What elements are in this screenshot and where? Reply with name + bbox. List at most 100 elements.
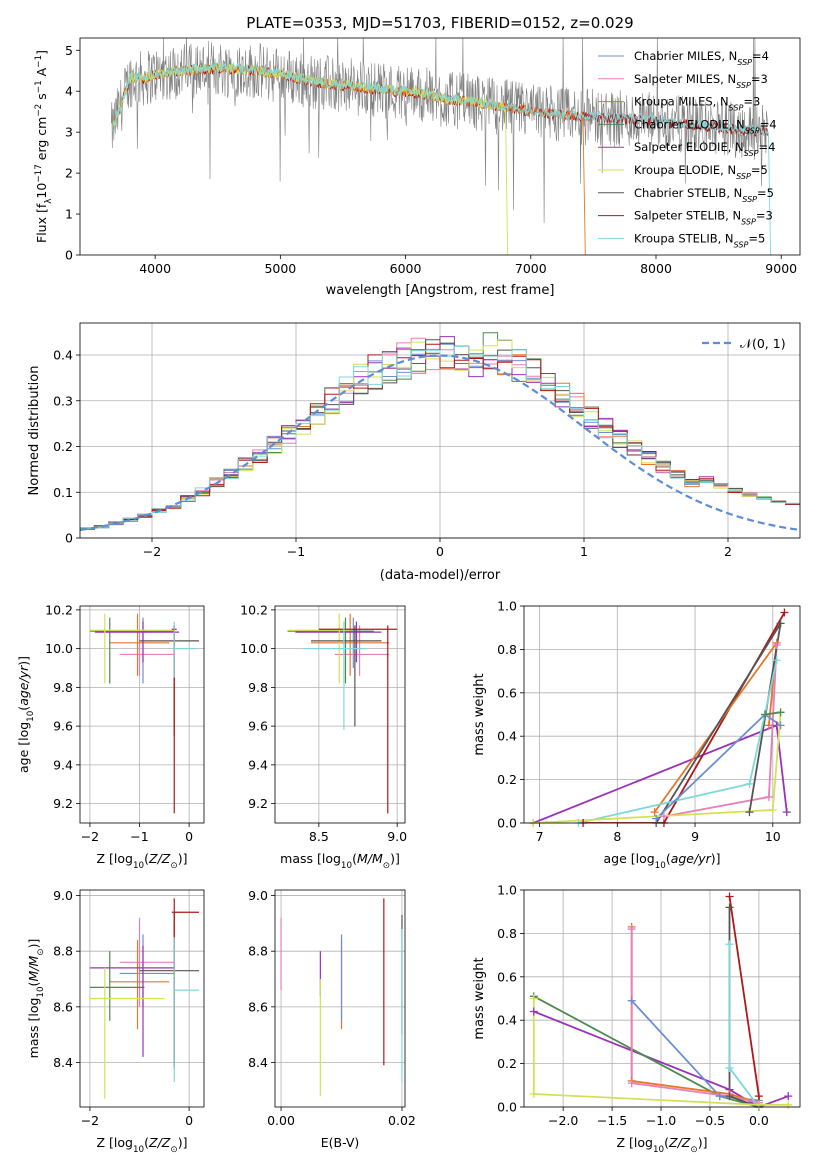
y-tick-label: 3 bbox=[65, 125, 73, 140]
y-tick-label: 2 bbox=[65, 166, 73, 181]
axes-frame bbox=[79, 322, 801, 539]
label-part: 10 bbox=[34, 183, 49, 199]
label-part: Chabrier STELIB, N bbox=[634, 186, 742, 200]
y-tick-label: 8.8 bbox=[248, 944, 268, 959]
y-tick-label: 4 bbox=[65, 84, 73, 99]
legend-label: Chabrier ELODIE, NSSP=4 bbox=[634, 117, 777, 135]
series-marker bbox=[725, 892, 734, 901]
y-axis-label: age [log10(age/yr)] bbox=[16, 656, 36, 773]
x-tick-label: 6000 bbox=[390, 261, 422, 276]
plot-area bbox=[532, 612, 788, 823]
legend-label: Salpeter MILES, NSSP=3 bbox=[634, 72, 768, 90]
x-tick-label: 0.00 bbox=[267, 1113, 295, 1128]
label-part: )] bbox=[16, 656, 31, 666]
series-marker bbox=[725, 940, 734, 949]
series-marker bbox=[784, 1092, 793, 1101]
y-tick-label: 9.0 bbox=[248, 888, 268, 903]
series-line bbox=[728, 896, 760, 1107]
x-tick-label: 7000 bbox=[515, 261, 547, 276]
label-part: ( bbox=[144, 851, 149, 866]
x-tick-label: 1 bbox=[580, 544, 588, 559]
panel-age-vs-mass: 8.5 9.0 9.2 9.4 9.6 9.8 10.0 10.2 mass [log10(M/… bbox=[240, 602, 407, 871]
label-part: Chabrier MILES, N bbox=[634, 49, 737, 63]
label-part: Z [log bbox=[617, 1135, 653, 1150]
x-tick-label: −1.5 bbox=[597, 1113, 627, 1128]
series-marker bbox=[529, 994, 538, 1003]
x-tick-label: 8.5 bbox=[309, 829, 329, 844]
label-part: 10 bbox=[133, 861, 144, 871]
y-tick-label: 0.8 bbox=[497, 642, 517, 657]
y-tick-label: 9.8 bbox=[53, 680, 73, 695]
axes-frame bbox=[523, 605, 801, 824]
label-part: Kroupa ELODIE, N bbox=[634, 163, 736, 177]
y-tick-label: 8.6 bbox=[248, 999, 268, 1014]
label-part: Z/Z bbox=[148, 851, 171, 866]
x-tick-label: 10 bbox=[765, 829, 781, 844]
label-part: )] bbox=[711, 851, 721, 866]
label-part: =5 bbox=[751, 163, 768, 177]
label-part: ( bbox=[16, 706, 31, 711]
label-part: =5 bbox=[757, 186, 774, 200]
legend-label: Kroupa STELIB, NSSP=5 bbox=[634, 231, 765, 249]
panel-mass-vs-ebv: 0.00 0.02 8.4 8.6 8.8 9.0 E(B-V) bbox=[248, 888, 416, 1150]
label-part: SSP bbox=[729, 103, 744, 112]
y-tick-label: 1 bbox=[65, 207, 73, 222]
legend-label: Chabrier STELIB, NSSP=5 bbox=[634, 186, 774, 204]
y-tick-label: 9.4 bbox=[248, 757, 268, 772]
y-tick-label: 0 bbox=[65, 531, 73, 546]
series-marker bbox=[776, 721, 785, 730]
y-axis-label: Flux [fλ10−17 erg cm−2 s−1 A−1] bbox=[34, 50, 54, 243]
label-part: Z [log bbox=[97, 851, 133, 866]
series-marker bbox=[776, 619, 785, 628]
y-tick-label: 0.8 bbox=[497, 926, 517, 941]
x-tick-label: 0.0 bbox=[749, 1113, 769, 1128]
x-tick-label: −1 bbox=[287, 544, 305, 559]
series-marker bbox=[529, 1089, 538, 1098]
label-part: SSP bbox=[734, 240, 749, 249]
y-tick-label: 0.6 bbox=[497, 685, 517, 700]
label-part: ⊙ bbox=[170, 861, 177, 871]
series-marker bbox=[780, 608, 789, 617]
normal-curve bbox=[80, 354, 800, 532]
label-part: ⊙ bbox=[383, 861, 390, 871]
y-tick-label: 0.0 bbox=[497, 1100, 517, 1115]
y-tick-label: 0 bbox=[65, 248, 73, 263]
label-part: ( bbox=[666, 851, 671, 866]
x-tick-label: 8 bbox=[613, 829, 621, 844]
series-line bbox=[532, 998, 789, 1106]
plot-area bbox=[111, 38, 772, 255]
label-part: )] bbox=[390, 851, 400, 866]
label-part: age [log bbox=[603, 851, 654, 866]
label-part: ( bbox=[352, 851, 357, 866]
label-part: ( bbox=[26, 982, 41, 987]
label-part: =3 bbox=[756, 209, 773, 223]
series-marker bbox=[725, 1063, 734, 1072]
y-axis-label: mass weight bbox=[472, 957, 487, 1039]
label-part: s bbox=[34, 93, 49, 104]
y-tick-label: 9.8 bbox=[248, 680, 268, 695]
label-part: λ bbox=[44, 199, 54, 204]
x-tick-label: 9.0 bbox=[387, 829, 407, 844]
y-tick-label: 0.4 bbox=[53, 348, 73, 363]
y-axis-label: mass weight bbox=[472, 673, 487, 755]
legend-label: Kroupa MILES, NSSP=3 bbox=[634, 95, 760, 113]
series-marker bbox=[761, 710, 770, 719]
label-part: ⊙ bbox=[170, 1145, 177, 1155]
y-tick-label: 0.2 bbox=[497, 1056, 517, 1071]
x-tick-label: −2.0 bbox=[548, 1113, 578, 1128]
label-part: )] bbox=[26, 939, 41, 949]
plot-area bbox=[89, 613, 200, 814]
series-line bbox=[728, 944, 760, 1107]
series-marker bbox=[772, 656, 781, 665]
series-marker bbox=[754, 1100, 763, 1109]
x-tick-label: 5000 bbox=[264, 261, 296, 276]
label-part: 10 bbox=[341, 861, 352, 871]
label-part: Flux [f bbox=[34, 203, 49, 243]
x-tick-label: 4000 bbox=[139, 261, 171, 276]
y-tick-label: 0.2 bbox=[53, 439, 73, 454]
x-tick-label: 8000 bbox=[640, 261, 672, 276]
series-marker bbox=[627, 996, 636, 1005]
series-marker bbox=[784, 1100, 793, 1109]
